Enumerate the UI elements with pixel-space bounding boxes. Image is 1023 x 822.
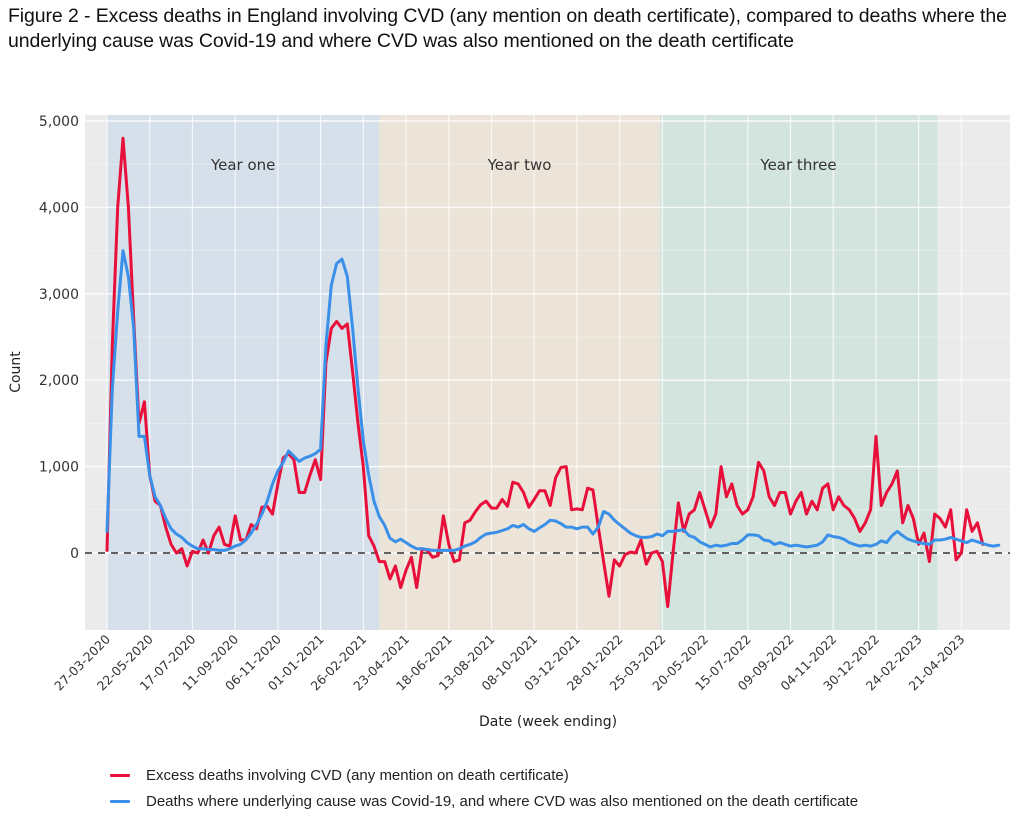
legend-item-covid: Deaths where underlying cause was Covid-… [110,788,858,814]
series-line-covid [105,249,1001,552]
line-chart: 0 1,000 2,000 3,000 4,000 5,000 27-03-202022-… [8,114,1010,730]
period-label: Year two [487,156,552,174]
period-band [107,115,380,630]
period-label: Year one [210,156,275,174]
period-label: Year three [759,156,836,174]
y-tick-label: 1,000 [39,460,79,476]
series-lines [105,136,1001,609]
y-tick-label: 0 [70,546,79,562]
legend-swatch-red [110,773,130,777]
y-axis-label: Count [8,351,24,393]
gridlines [85,115,1010,630]
y-tick-label: 5,000 [39,114,79,130]
legend-swatch-blue [110,799,130,803]
legend-item-excess: Excess deaths involving CVD (any mention… [110,762,858,788]
period-labels: Year one Year two Year three [210,156,837,174]
figure-title: Figure 2 - Excess deaths in England invo… [8,5,1007,52]
legend-label: Excess deaths involving CVD (any mention… [146,766,569,784]
legend: Excess deaths involving CVD (any mention… [110,762,858,814]
y-tick-label: 2,000 [39,373,79,389]
x-axis-ticks: 27-03-202022-05-202017-07-202011-09-2020… [51,631,967,693]
y-tick-label: 3,000 [39,287,79,303]
legend-label: Deaths where underlying cause was Covid-… [146,792,859,810]
y-tick-label: 4,000 [39,200,79,216]
series-line-excess [105,136,985,609]
y-axis-ticks: 0 1,000 2,000 3,000 4,000 5,000 [39,114,79,562]
x-axis-label: Date (week ending) [479,714,617,730]
period-band [379,115,660,630]
